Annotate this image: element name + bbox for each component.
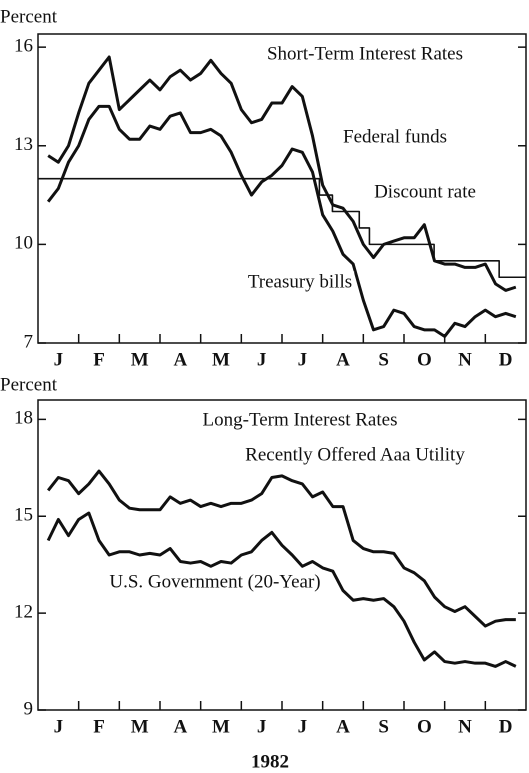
x-tick-label: A — [173, 349, 187, 370]
series-label: Federal funds — [343, 126, 447, 147]
x-tick-label: D — [499, 716, 513, 737]
label-background — [372, 181, 478, 203]
y-axis-label: Percent — [0, 6, 58, 27]
x-tick-label: N — [458, 716, 472, 737]
y-tick-label: 18 — [14, 408, 33, 429]
series-line — [46, 469, 516, 628]
label-background — [107, 571, 323, 593]
series-line — [46, 511, 517, 668]
x-tick-label: J — [54, 716, 64, 737]
series-label: Recently Offered Aaa Utility — [245, 444, 465, 465]
x-tick-label: J — [298, 349, 308, 370]
series-label: U.S. Government (20-Year) — [109, 571, 320, 592]
y-tick-label: 13 — [14, 134, 33, 155]
series-label: Discount rate — [374, 181, 476, 202]
x-tick-label: F — [93, 349, 105, 370]
x-tick-label: D — [499, 349, 513, 370]
x-tick-label: S — [378, 349, 389, 370]
x-tick-label: O — [417, 349, 432, 370]
x-tick-label: J — [257, 349, 267, 370]
x-tick-label: M — [131, 349, 149, 370]
series-line — [38, 177, 526, 279]
series-line — [47, 55, 517, 292]
series-label: Treasury bills — [248, 271, 352, 292]
x-tick-label: J — [54, 349, 64, 370]
x-tick-label: S — [378, 716, 389, 737]
y-tick-label: 10 — [14, 233, 33, 254]
y-tick-label: 15 — [14, 505, 33, 526]
x-tick-label: M — [212, 349, 230, 370]
x-tick-label: A — [336, 349, 350, 370]
chart-title: Short-Term Interest Rates — [267, 43, 463, 64]
x-tick-label: O — [417, 716, 432, 737]
label-background — [245, 271, 355, 293]
x-tick-label: A — [336, 716, 350, 737]
y-axis-label: Percent — [0, 374, 58, 395]
x-tick-label: A — [173, 716, 187, 737]
y-tick-label: 9 — [24, 698, 34, 719]
x-axis-label: 1982 — [251, 751, 289, 772]
x-tick-label: N — [458, 349, 472, 370]
chart-title: Long-Term Interest Rates — [203, 409, 398, 430]
y-tick-label: 16 — [14, 36, 33, 57]
y-tick-label: 12 — [14, 601, 33, 622]
x-tick-label: F — [93, 716, 105, 737]
label-background — [341, 126, 449, 148]
series-line — [46, 104, 517, 338]
x-tick-label: M — [131, 716, 149, 737]
x-tick-label: J — [257, 716, 267, 737]
y-tick-label: 7 — [24, 331, 34, 352]
x-tick-label: M — [212, 716, 230, 737]
x-tick-label: J — [298, 716, 308, 737]
